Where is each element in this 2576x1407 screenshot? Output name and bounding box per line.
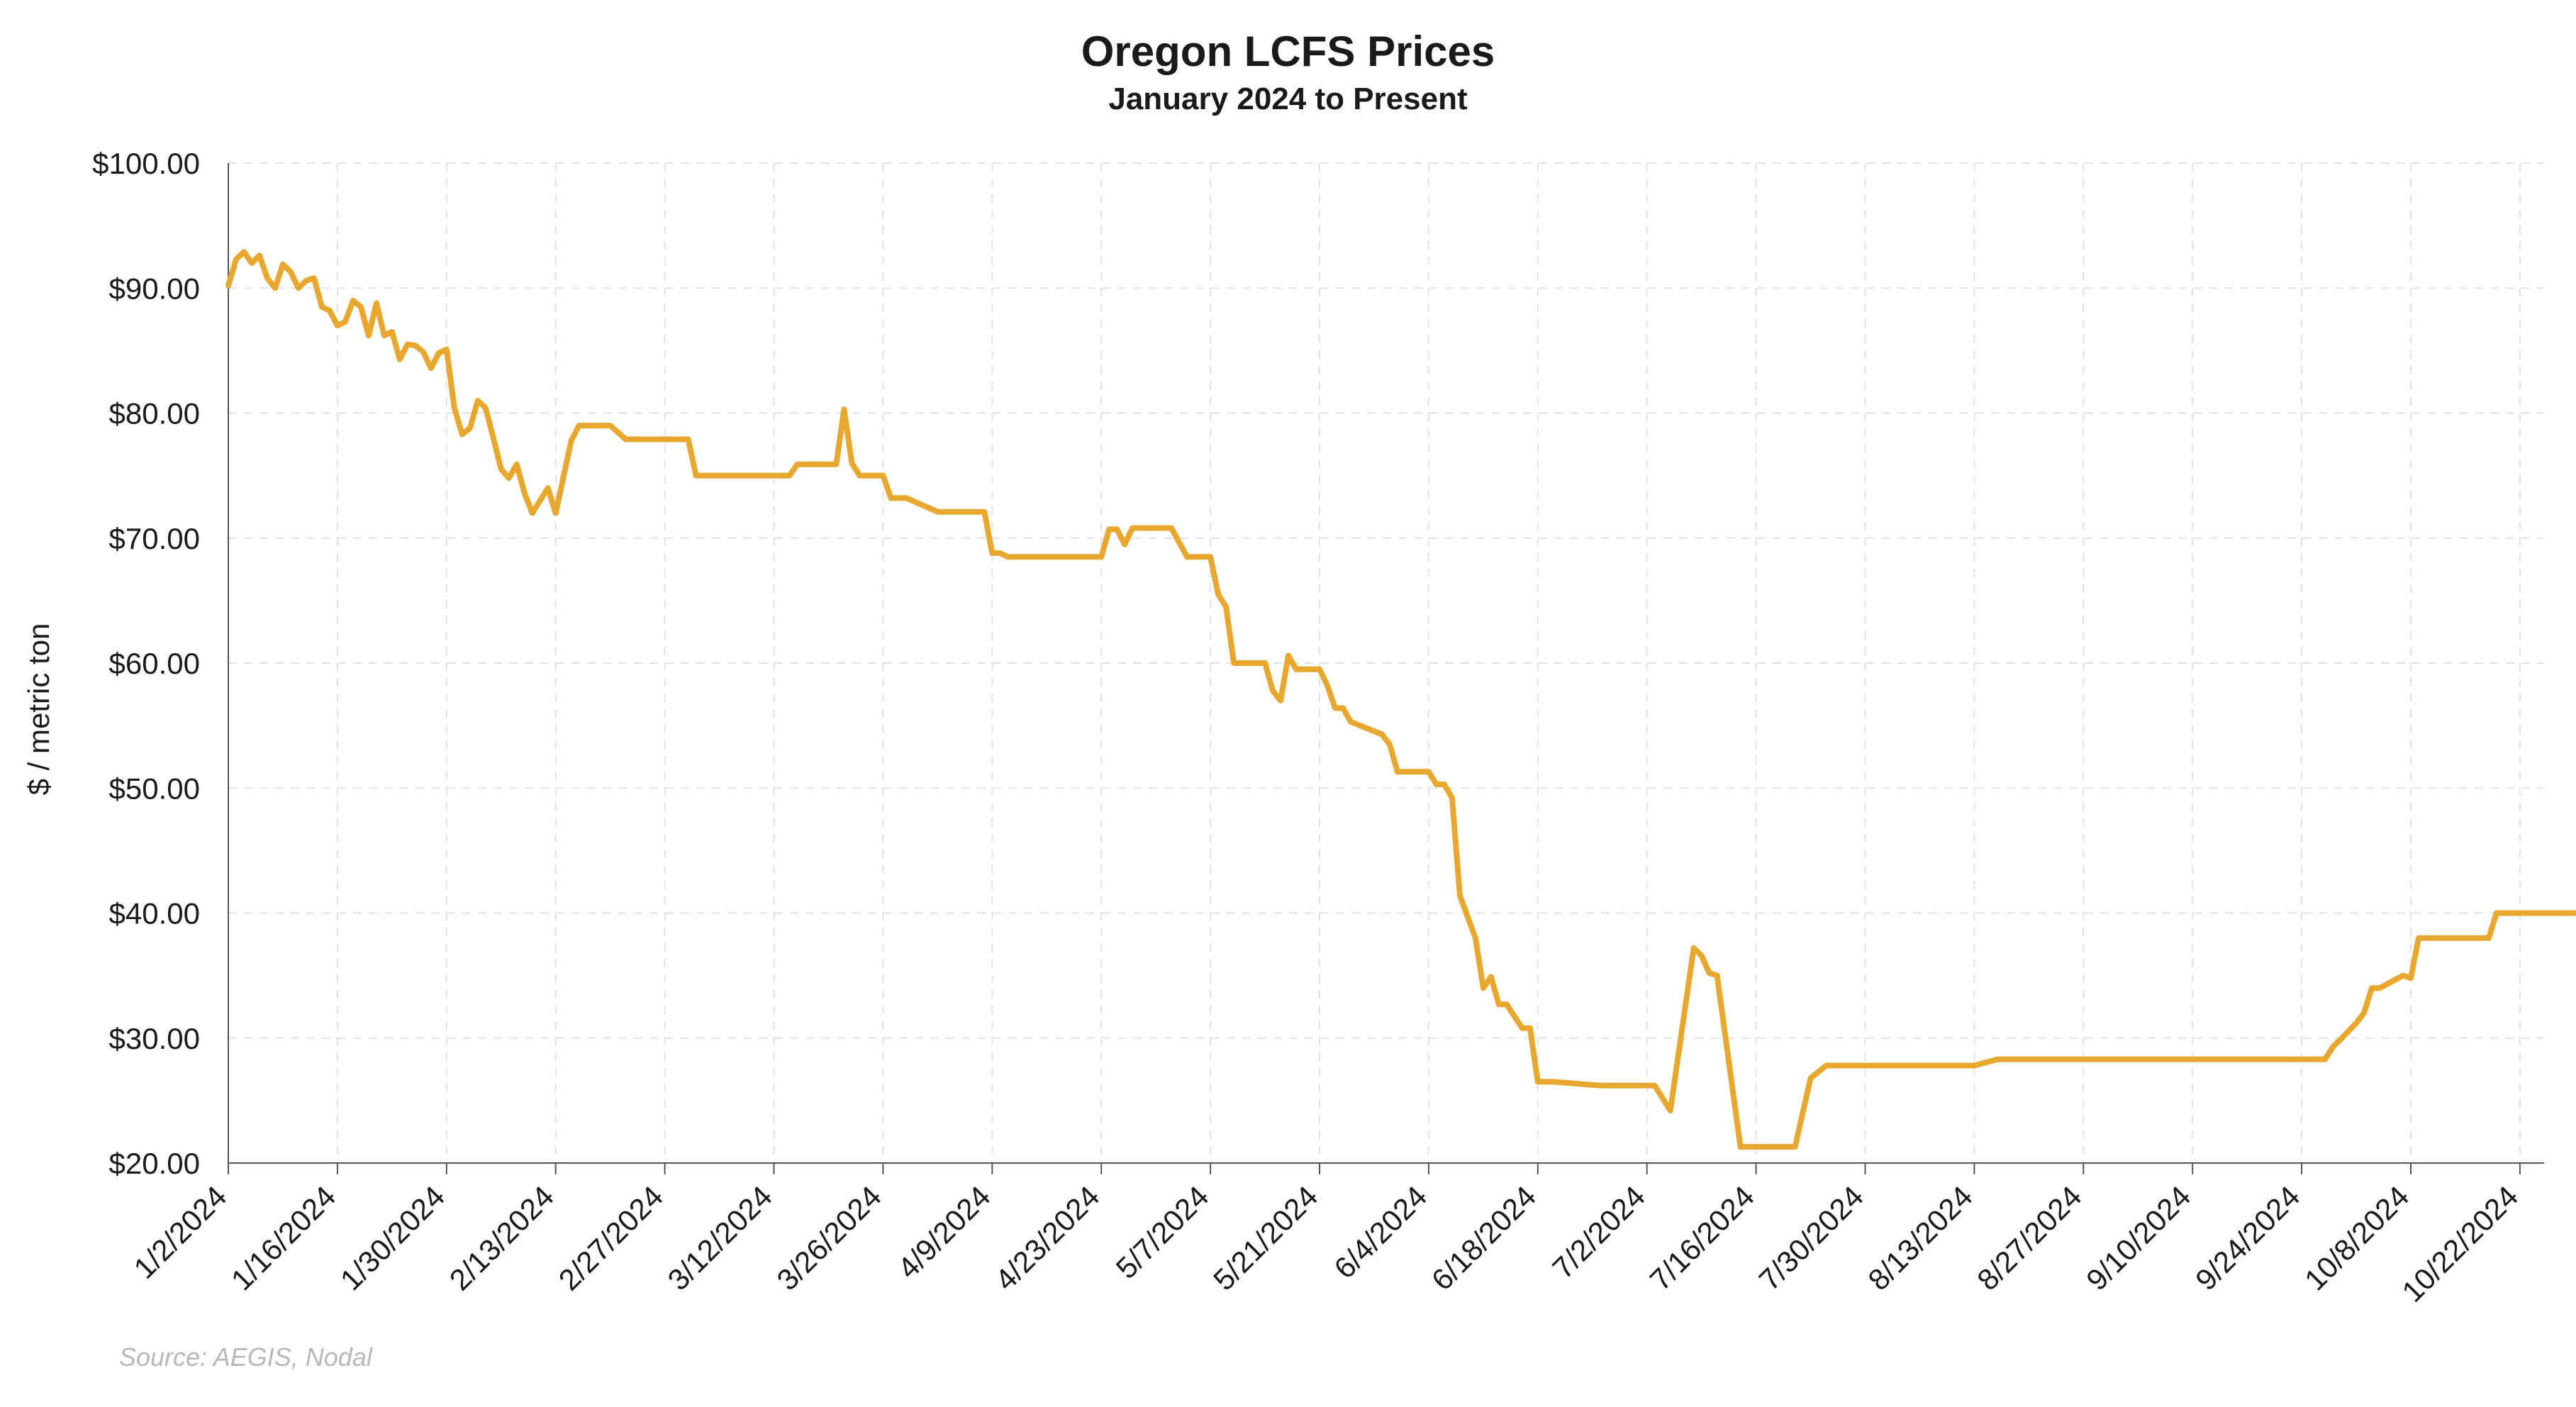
y-tick-label: $60.00 [109, 647, 200, 680]
tick-labels: $20.00 $30.00 $40.00 $50.00 $60.00 $70.00 $80.… [92, 147, 2524, 1308]
x-tick-label: 3/26/2024 [770, 1179, 887, 1296]
x-tick-label: 1/2/2024 [128, 1179, 233, 1285]
x-tick-label: 10/22/2024 [2395, 1179, 2524, 1308]
x-tick-label: 6/18/2024 [1425, 1179, 1542, 1296]
x-tick-label: 5/21/2024 [1207, 1179, 1324, 1296]
x-tick-label: 8/27/2024 [1970, 1179, 2087, 1296]
x-tick-label: 5/7/2024 [1110, 1179, 1215, 1285]
y-tick-label: $30.00 [109, 1022, 200, 1055]
price-series-line [225, 249, 2576, 1150]
x-tick-label: 4/9/2024 [891, 1179, 997, 1285]
x-tick-label: 2/27/2024 [552, 1179, 669, 1296]
x-tick-label: 9/24/2024 [2189, 1179, 2306, 1296]
x-tick-label: 2/13/2024 [443, 1179, 560, 1296]
y-tick-label: $100.00 [92, 147, 200, 180]
x-tick-label: 6/4/2024 [1327, 1179, 1433, 1285]
chart-title: Oregon LCFS Prices [1081, 28, 1495, 75]
x-tick-label: 9/10/2024 [2080, 1179, 2197, 1296]
x-tick-label: 7/16/2024 [1644, 1179, 1761, 1296]
y-tick-label: $90.00 [109, 272, 200, 305]
y-tick-label: $50.00 [109, 772, 200, 805]
x-tick-label: 4/23/2024 [988, 1179, 1105, 1296]
grid-layer [228, 162, 2544, 1163]
y-tick-label: $70.00 [109, 522, 200, 555]
x-tick-label: 3/12/2024 [662, 1179, 779, 1296]
source-note: Source: AEGIS, Nodal [119, 1342, 372, 1372]
x-tick-label: 1/16/2024 [225, 1179, 342, 1296]
series-layer [225, 249, 2576, 1150]
y-tick-label: $40.00 [109, 897, 200, 930]
x-tick-label: 7/2/2024 [1546, 1179, 1651, 1285]
x-tick-label: 7/30/2024 [1753, 1179, 1870, 1296]
axis-layer [228, 163, 2544, 1174]
y-tick-label: $20.00 [109, 1147, 200, 1180]
x-tick-label: 8/13/2024 [1861, 1179, 1978, 1296]
y-tick-label: $80.00 [109, 397, 200, 430]
x-tick-label: 10/8/2024 [2298, 1179, 2415, 1296]
x-tick-label: 1/30/2024 [334, 1179, 451, 1296]
chart-subtitle: January 2024 to Present [1108, 82, 1468, 116]
